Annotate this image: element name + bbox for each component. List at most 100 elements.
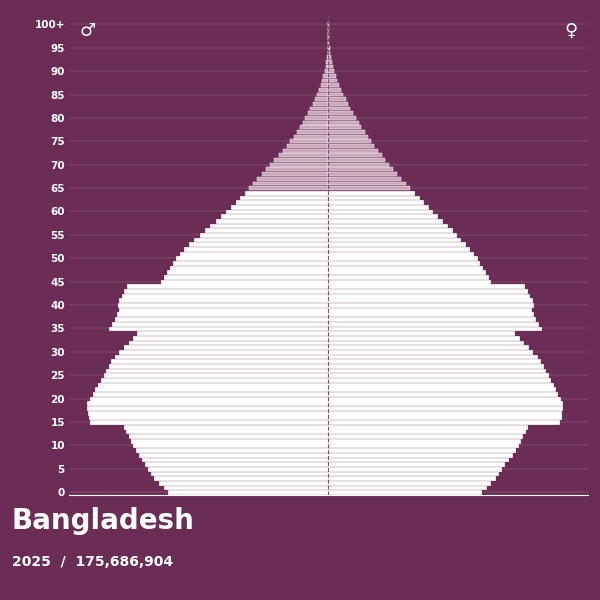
Bar [179, 251, 329, 256]
Bar [106, 368, 329, 373]
Bar [329, 355, 537, 358]
Bar [200, 233, 329, 237]
Bar [329, 378, 550, 382]
Bar [329, 490, 481, 494]
Bar [253, 182, 329, 185]
Bar [329, 247, 469, 251]
Bar [279, 154, 329, 157]
Bar [167, 271, 329, 274]
Bar [133, 336, 329, 340]
Bar [322, 79, 329, 82]
Bar [210, 224, 329, 227]
Bar [325, 69, 329, 73]
Bar [329, 443, 518, 448]
Bar [329, 280, 490, 284]
Bar [164, 275, 329, 279]
Bar [329, 102, 348, 106]
Bar [329, 406, 562, 410]
Bar [164, 485, 329, 490]
Bar [142, 458, 329, 461]
Bar [329, 224, 447, 227]
Bar [118, 303, 329, 307]
Bar [329, 434, 523, 438]
Bar [329, 200, 423, 204]
Bar [329, 172, 397, 176]
Bar [329, 341, 523, 344]
Bar [98, 383, 329, 386]
Bar [329, 242, 465, 246]
Bar [329, 364, 543, 368]
Bar [326, 65, 329, 68]
Bar [168, 490, 329, 494]
Bar [329, 448, 515, 452]
Bar [329, 191, 414, 194]
Bar [329, 55, 331, 59]
Bar [221, 214, 329, 218]
Bar [89, 415, 329, 419]
Bar [329, 233, 456, 237]
Text: ♀: ♀ [565, 22, 578, 40]
Bar [329, 373, 548, 377]
Bar [91, 420, 329, 424]
Bar [137, 331, 329, 335]
Bar [302, 121, 329, 125]
Bar [329, 350, 532, 354]
Bar [329, 298, 532, 302]
Text: Bangladesh: Bangladesh [12, 507, 195, 535]
Bar [329, 462, 504, 466]
Bar [329, 467, 501, 471]
Bar [112, 322, 329, 326]
Bar [329, 209, 432, 214]
Bar [154, 476, 329, 480]
Bar [329, 149, 378, 152]
Bar [329, 317, 535, 321]
Bar [270, 163, 329, 167]
Bar [313, 102, 329, 106]
Bar [319, 88, 329, 92]
Bar [329, 472, 498, 475]
Bar [148, 467, 329, 471]
Bar [249, 186, 329, 190]
Bar [119, 308, 329, 311]
Bar [329, 336, 518, 340]
Bar [329, 368, 545, 373]
Bar [104, 373, 329, 377]
Bar [226, 209, 329, 214]
Bar [329, 125, 361, 129]
Bar [329, 401, 562, 405]
Bar [329, 196, 419, 199]
Bar [257, 177, 329, 181]
Bar [300, 125, 329, 129]
Bar [329, 65, 333, 68]
Bar [245, 191, 329, 194]
Bar [329, 266, 482, 269]
Bar [115, 355, 329, 358]
Bar [329, 130, 365, 134]
Bar [310, 107, 329, 110]
Bar [119, 350, 329, 354]
Bar [88, 401, 329, 405]
Bar [329, 214, 437, 218]
Bar [131, 439, 329, 443]
Bar [189, 242, 329, 246]
Bar [92, 392, 329, 396]
Bar [328, 50, 329, 55]
Bar [133, 443, 329, 448]
Bar [329, 50, 330, 55]
Bar [329, 83, 339, 87]
Bar [194, 238, 329, 241]
Bar [329, 238, 460, 241]
Bar [329, 397, 560, 401]
Bar [329, 476, 495, 480]
Text: 2025  /  175,686,904: 2025 / 175,686,904 [12, 555, 173, 569]
Bar [329, 271, 485, 274]
Bar [323, 74, 329, 78]
Bar [329, 294, 529, 298]
Bar [88, 406, 329, 410]
Bar [329, 485, 486, 490]
Bar [293, 135, 329, 139]
Bar [329, 261, 479, 265]
Bar [329, 359, 541, 363]
Bar [236, 200, 329, 204]
Bar [329, 182, 406, 185]
